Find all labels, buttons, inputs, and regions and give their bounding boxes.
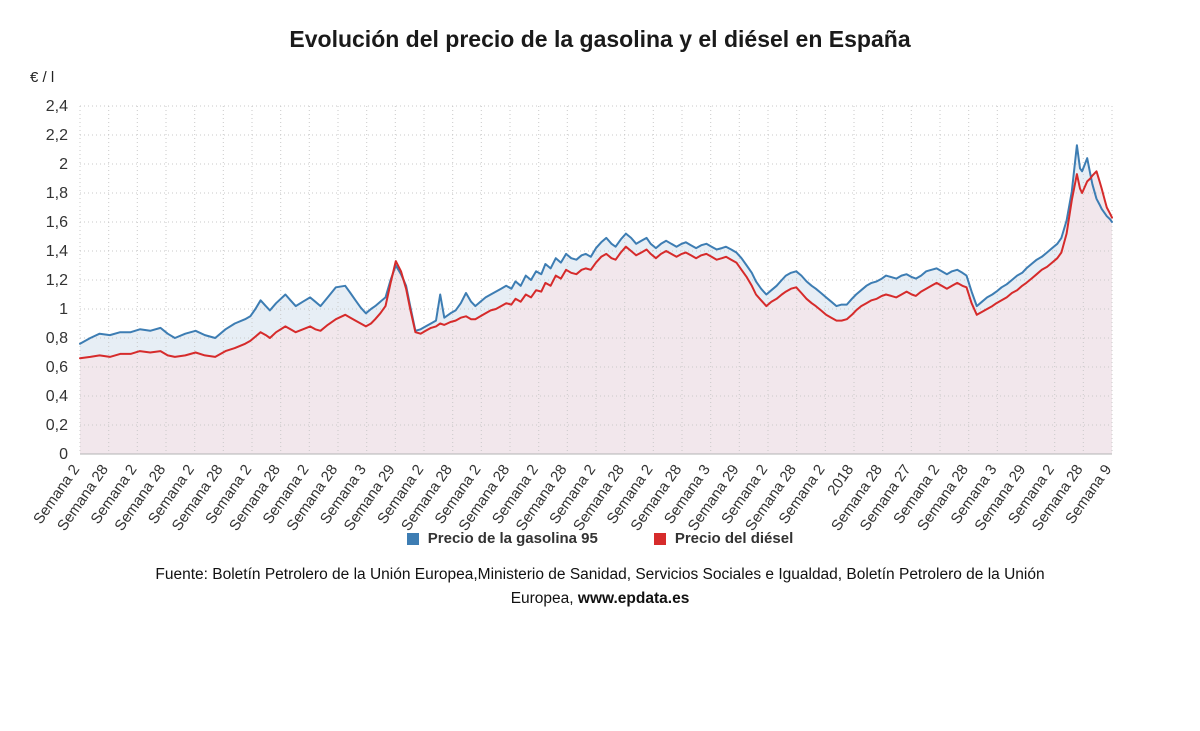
page-title: Evolución del precio de la gasolina y el… — [289, 26, 911, 52]
diesel-area — [80, 171, 1112, 455]
y-tick-label: 1,8 — [46, 185, 68, 202]
gridlines — [79, 105, 1113, 455]
y-tick-label: 2,4 — [46, 98, 68, 115]
legend-label-gasolina: Precio de la gasolina 95 — [427, 530, 598, 547]
gasolina95-line — [79, 144, 1113, 345]
y-axis-labels: 0 0,2 0,4 0,6 0,8 1 1,2 1,4 1,6 1,8 2 2,2 2,4 — [46, 98, 68, 463]
diesel-line — [79, 170, 1113, 360]
y-axis-unit-label: € / l — [30, 69, 55, 86]
y-tick-label: 1 — [59, 301, 68, 318]
chart-legend: Precio de la gasolina 95 Precio del diés… — [0, 530, 1200, 547]
legend-label-diesel: Precio del diésel — [674, 530, 794, 547]
y-tick-label: 2,2 — [46, 127, 68, 144]
y-tick-label: 0,4 — [46, 388, 68, 405]
epdata-link[interactable]: www.epdata.es — [577, 590, 690, 608]
y-tick-label: 0,6 — [46, 359, 68, 376]
y-tick-label: 1,2 — [46, 272, 68, 289]
source-note: Fuente: Boletín Petrolero de la Unión Eu… — [0, 563, 1200, 611]
chart-page: { "title": "Evolución del precio de la g… — [0, 26, 1200, 731]
y-tick-label: 0,8 — [46, 330, 68, 347]
source-text-line2: Europea, — [510, 590, 578, 608]
y-tick-label: 2 — [59, 156, 68, 173]
source-text-line1: Fuente: Boletín Petrolero de la Unión Eu… — [155, 566, 1045, 583]
gasolina-swatch-icon — [406, 532, 419, 545]
series-areas — [80, 145, 1112, 455]
diesel-swatch-icon — [653, 532, 666, 545]
y-tick-label: 0 — [59, 446, 68, 463]
series-lines — [79, 144, 1113, 360]
y-tick-label: 1,4 — [46, 243, 68, 260]
legend-item-gasolina[interactable]: Precio de la gasolina 95 — [406, 530, 598, 547]
y-tick-label: 1,6 — [46, 214, 68, 231]
y-tick-label: 0,2 — [46, 417, 68, 434]
legend-item-diesel[interactable]: Precio del diésel — [653, 530, 794, 547]
price-evolution-chart: 0 0,2 0,4 0,6 0,8 1 1,2 1,4 1,6 1,8 2 2,2 2,4 Semana … — [30, 98, 1115, 535]
